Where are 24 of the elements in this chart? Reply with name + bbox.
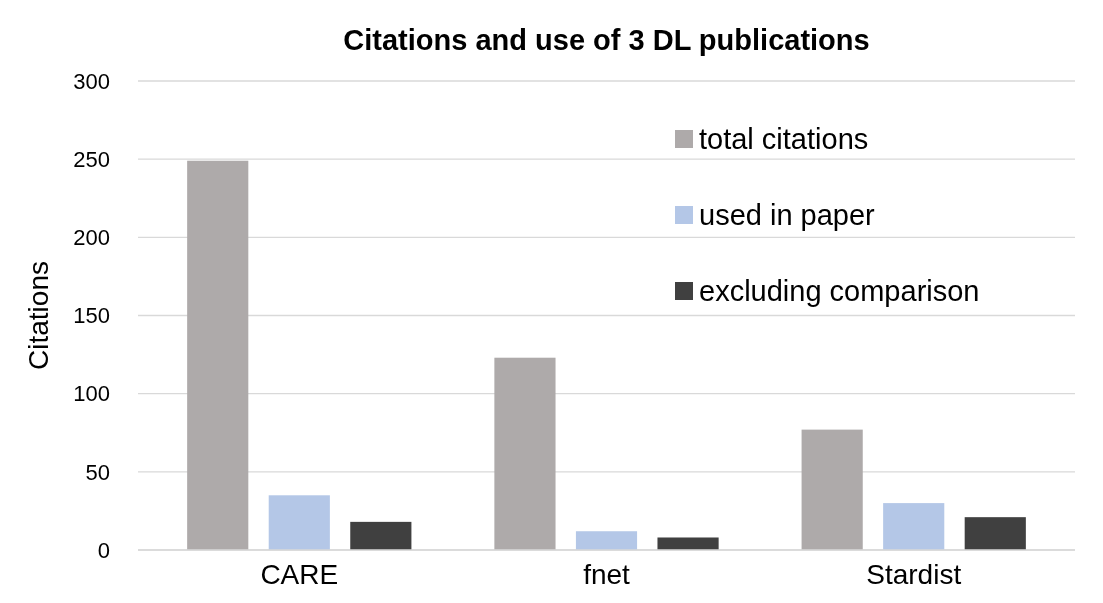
bar [494,357,556,550]
x-tick-label: Stardist [866,559,962,590]
bar [883,503,945,550]
legend-label: total citations [699,123,869,156]
bar [187,160,249,550]
chart-title: Citations and use of 3 DL publications [343,24,870,56]
bar [268,495,330,550]
y-tick-label: 0 [97,537,110,563]
x-tick-label: fnet [583,559,631,590]
y-tick-label: 100 [73,381,110,407]
y-axis-title: Citations [23,261,54,370]
y-tick-label: 150 [73,303,110,329]
bar [657,537,719,550]
y-tick-label: 50 [85,459,110,485]
bar [350,521,412,550]
legend-label: used in paper [699,199,876,232]
legend-label: excluding comparison [699,275,980,308]
y-tick-label: 200 [73,225,110,251]
bar [575,531,638,550]
bar [801,429,863,550]
bar [964,517,1026,550]
y-tick-label: 250 [73,146,110,172]
y-tick-label: 300 [73,68,110,94]
x-tick-label: CARE [260,559,339,590]
